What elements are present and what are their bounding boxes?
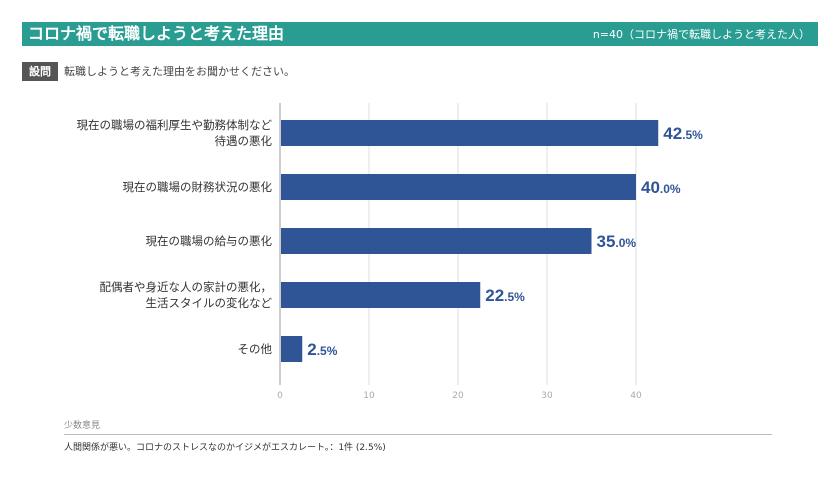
x-tick-label: 20 bbox=[452, 391, 464, 401]
x-tick-label: 0 bbox=[277, 391, 283, 401]
value-label: 35.0% bbox=[597, 232, 637, 251]
category-label: 現在の職場の給与の悪化 bbox=[146, 234, 273, 248]
category-label: 配偶者や身近な人の家計の悪化， bbox=[100, 280, 273, 294]
category-label: 現在の職場の財務状況の悪化 bbox=[123, 180, 273, 194]
x-tick-label: 30 bbox=[541, 391, 553, 401]
minority-opinion-text: 人間関係が悪い。コロナのストレスなのかイジメがエスカレート。：1件 (2.5%) bbox=[64, 443, 386, 453]
x-tick-label: 40 bbox=[630, 391, 642, 401]
question-tag: 設問 bbox=[22, 62, 58, 81]
bar bbox=[281, 228, 592, 254]
bar bbox=[281, 282, 481, 308]
category-label: その他 bbox=[238, 342, 273, 356]
category-label: 待遇の悪化 bbox=[215, 134, 273, 148]
page-title: コロナ禍で転職しようと考えた理由 bbox=[28, 24, 285, 43]
value-label: 22.5% bbox=[485, 286, 525, 305]
divider bbox=[64, 434, 772, 435]
bar bbox=[281, 120, 659, 146]
question-text: 転職しようと考えた理由をお聞かせください。 bbox=[64, 65, 295, 78]
value-label: 2.5% bbox=[307, 340, 337, 359]
value-label: 42.5% bbox=[663, 124, 703, 143]
category-label: 現在の職場の福利厚生や勤務体制など bbox=[77, 118, 273, 132]
bar bbox=[281, 174, 636, 200]
minority-opinion-title: 少数意見 bbox=[64, 421, 101, 431]
category-label: 生活スタイルの変化など bbox=[146, 296, 273, 310]
title-bar: コロナ禍で転職しようと考えた理由 n=40（コロナ禍で転職しようと考えた人） bbox=[22, 22, 818, 46]
x-tick-label: 10 bbox=[363, 391, 375, 401]
value-label: 40.0% bbox=[641, 178, 681, 197]
bar bbox=[281, 336, 303, 362]
sample-size: n=40（コロナ禍で転職しようと考えた人） bbox=[592, 28, 810, 41]
